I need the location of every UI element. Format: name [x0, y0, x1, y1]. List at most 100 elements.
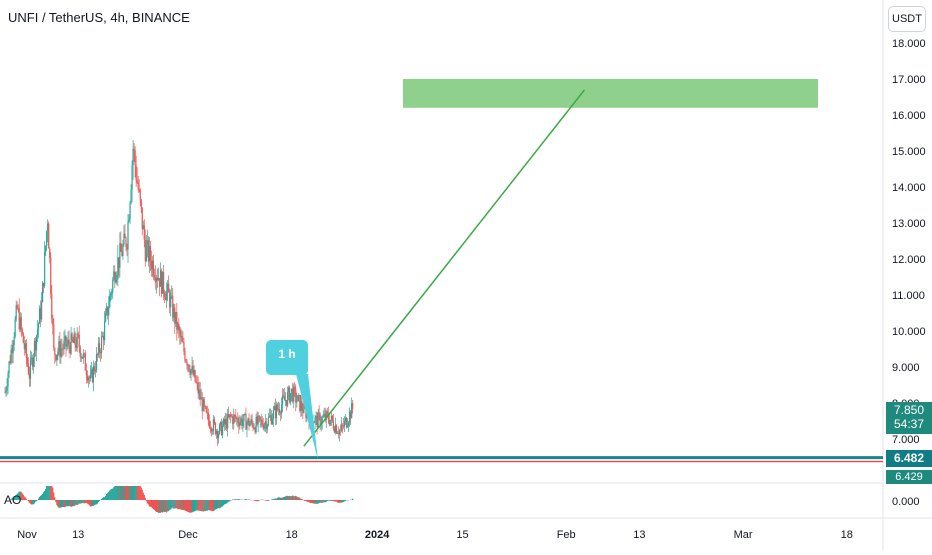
candle-body — [239, 422, 240, 427]
candle-body — [21, 317, 22, 329]
candle-body — [68, 340, 69, 346]
candle-body — [290, 393, 291, 402]
candle-body — [163, 272, 164, 293]
candle-body — [168, 284, 169, 293]
time-axis-label: Dec — [178, 529, 198, 541]
candle-body — [273, 410, 274, 419]
price-tick-label: 14.000 — [892, 182, 926, 194]
ao-bar — [352, 499, 353, 500]
candle-body — [237, 418, 238, 423]
time-axis-label: Feb — [557, 529, 576, 541]
price-tick-label: 11.000 — [892, 290, 925, 302]
candle-body — [181, 336, 182, 341]
price-tick-label: 12.000 — [892, 254, 926, 266]
candle-body — [120, 243, 121, 251]
trend-line — [304, 90, 585, 446]
ao-histogram — [11, 486, 354, 513]
candle-body — [15, 319, 16, 336]
time-axis-label: 18 — [286, 529, 298, 541]
candle-body — [214, 419, 215, 422]
candle-body — [333, 421, 334, 429]
candle-body — [212, 431, 213, 432]
candle-body — [116, 275, 117, 280]
candle-body — [66, 344, 67, 347]
currency-button[interactable]: USDT — [888, 6, 926, 32]
candle-body — [56, 355, 57, 360]
candle-body — [204, 399, 205, 406]
candle-body — [252, 423, 253, 428]
candle-body — [154, 275, 155, 277]
candle-body — [50, 258, 51, 294]
time-axis-label: 15 — [456, 529, 468, 541]
candle-body — [140, 190, 141, 200]
candle-body — [78, 334, 79, 335]
ao-indicator-label[interactable]: AO — [4, 493, 21, 507]
candle-body — [111, 292, 112, 294]
price-tick-label: 13.000 — [892, 218, 926, 230]
candle-body — [99, 343, 100, 352]
candle-body — [264, 424, 265, 428]
candle-body — [185, 361, 186, 362]
time-axis-label: 2024 — [365, 529, 390, 541]
candle-body — [80, 347, 81, 357]
candle-body — [30, 359, 31, 378]
candle-body — [268, 417, 269, 425]
candle-body — [138, 182, 139, 189]
candle-body — [332, 416, 333, 421]
candle-body — [260, 417, 261, 421]
target-zone-rect — [403, 79, 818, 108]
candle-body — [219, 425, 220, 434]
candle-body — [344, 421, 345, 427]
candle-body — [57, 351, 58, 354]
candle-body — [246, 423, 247, 430]
candle-body — [7, 373, 8, 386]
last-price-value: 7.850 — [886, 403, 932, 417]
candle-body — [144, 225, 145, 240]
candle-body — [230, 414, 231, 416]
ao-bar — [26, 499, 27, 500]
drawings-layer — [0, 79, 883, 462]
candle-body — [129, 203, 130, 219]
candle-body — [48, 223, 49, 248]
candle-body — [135, 150, 136, 165]
ao-bar — [54, 497, 55, 500]
price-tick-label: 9.000 — [892, 362, 920, 374]
price-tick-label: 16.000 — [892, 110, 926, 122]
candle-body — [105, 313, 106, 321]
price-tick-label: 10.000 — [892, 326, 926, 338]
candle-body — [282, 395, 283, 404]
candle-body — [79, 335, 80, 347]
candle-body — [342, 425, 343, 426]
candle-body — [287, 392, 288, 405]
candle-body — [28, 364, 29, 374]
candle-body — [251, 419, 252, 423]
candle-body — [340, 430, 341, 431]
candle-body — [283, 395, 284, 396]
candle-body — [153, 261, 154, 276]
candle-body — [96, 354, 97, 370]
candle-body — [60, 348, 61, 356]
candle-body — [125, 238, 126, 247]
candle-body — [104, 321, 105, 340]
candle-body — [101, 337, 102, 353]
candle-body — [352, 403, 353, 409]
candle-body — [277, 405, 278, 410]
candle-body — [179, 329, 180, 336]
candle-body — [208, 413, 209, 420]
candle-body — [243, 414, 244, 421]
time-axis-label: 18 — [841, 529, 853, 541]
candle-body — [52, 318, 53, 324]
candle-body — [242, 421, 243, 426]
symbol-title[interactable]: UNFI / TetherUS, 4h, BINANCE — [8, 10, 190, 25]
candle-body — [53, 325, 54, 349]
candle-body — [51, 294, 52, 319]
candle-body — [314, 417, 315, 422]
candle-body — [164, 293, 165, 298]
candle-body — [183, 342, 184, 351]
candle-body — [348, 423, 349, 426]
candle-body — [206, 407, 207, 412]
callout-text[interactable]: 1 h — [268, 347, 306, 367]
candle-body — [136, 165, 137, 180]
